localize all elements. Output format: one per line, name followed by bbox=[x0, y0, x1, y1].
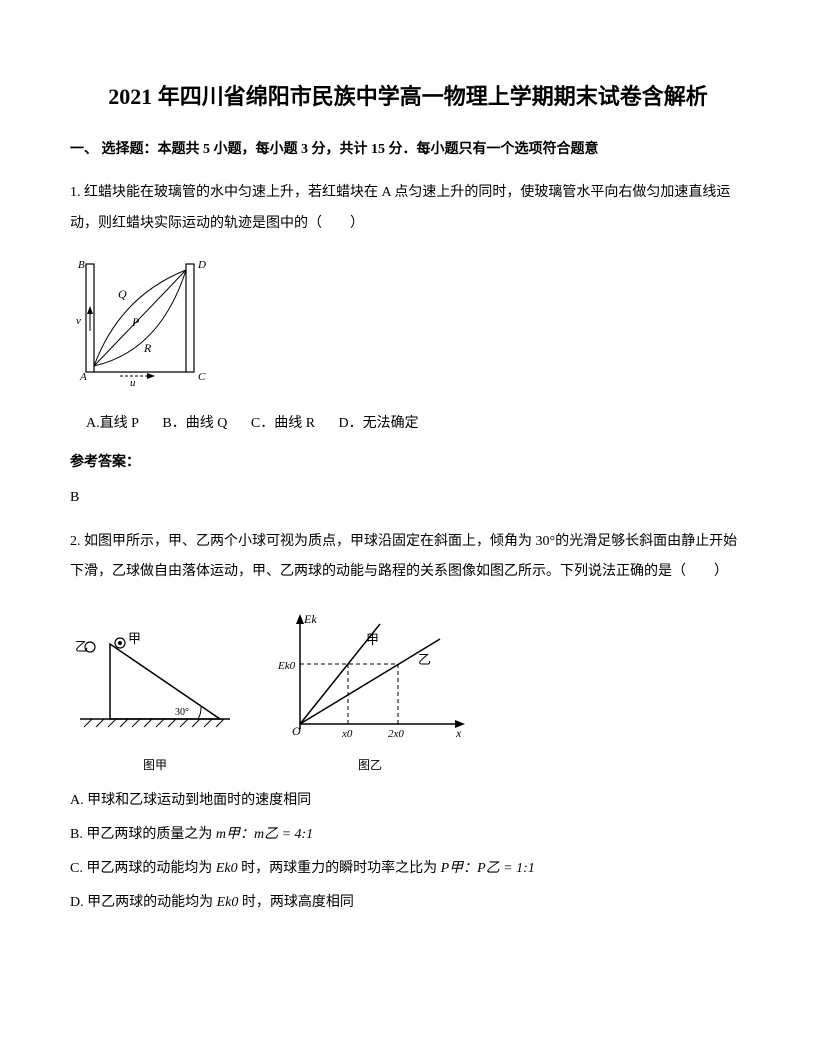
svg-text:Ek0: Ek0 bbox=[277, 660, 296, 672]
svg-text:C: C bbox=[198, 371, 206, 383]
q2-d-suffix: 时，两球高度相同 bbox=[242, 895, 354, 910]
svg-text:O: O bbox=[292, 724, 301, 738]
question-2-text: 2. 如图甲所示，甲、乙两个小球可视为质点，甲球沿固定在斜面上，倾角为 30°的… bbox=[70, 527, 746, 589]
figure-2b-container: Ek Ek0 x x0 2x0 O 甲 乙 图乙 bbox=[270, 604, 470, 777]
q2-option-b: B. 甲乙两球的质量之为 m甲：m乙 = 4:1 bbox=[70, 821, 746, 849]
q2-c-prefix: C. 甲乙两球的动能均为 bbox=[70, 861, 212, 876]
q1-option-c: C．曲线 R bbox=[251, 411, 315, 436]
svg-text:D: D bbox=[197, 259, 206, 271]
svg-text:A: A bbox=[79, 371, 87, 383]
q2-c-e: Ek0 bbox=[216, 861, 238, 876]
svg-text:2x0: 2x0 bbox=[388, 728, 404, 740]
trajectory-diagram-icon: B D Q P R A C v u bbox=[70, 256, 220, 386]
question-1-figure: B D Q P R A C v u bbox=[70, 256, 746, 395]
q1-option-a: A.直线 P bbox=[86, 411, 139, 436]
svg-text:x: x bbox=[455, 726, 462, 740]
svg-text:甲: 甲 bbox=[366, 632, 379, 647]
svg-text:30°: 30° bbox=[175, 707, 189, 718]
question-1-options: A.直线 P B．曲线 Q C．曲线 R D．无法确定 bbox=[86, 411, 746, 436]
svg-text:甲: 甲 bbox=[128, 631, 141, 646]
svg-text:Ek: Ek bbox=[303, 612, 317, 626]
q1-answer-value: B bbox=[70, 485, 746, 510]
svg-text:x0: x0 bbox=[341, 728, 353, 740]
svg-text:u: u bbox=[130, 377, 136, 386]
q2-option-c: C. 甲乙两球的动能均为 Ek0 时，两球重力的瞬时功率之比为 P甲：P乙 = … bbox=[70, 855, 746, 883]
question-2-figures: 30° 乙 甲 图甲 Ek Ek0 x x0 2x0 O 甲 乙 bbox=[70, 604, 746, 777]
svg-text:v: v bbox=[76, 315, 81, 327]
q1-option-d: D．无法确定 bbox=[339, 411, 419, 436]
figure-2a-label: 图甲 bbox=[70, 755, 240, 777]
q2-d-e: Ek0 bbox=[217, 895, 239, 910]
section-1-header: 一、 选择题：本题共 5 小题，每小题 3 分，共计 15 分．每小题只有一个选… bbox=[70, 137, 746, 162]
q1-answer-label: 参考答案： bbox=[70, 450, 746, 475]
svg-text:Q: Q bbox=[118, 287, 127, 301]
incline-diagram-icon: 30° 乙 甲 bbox=[70, 624, 240, 744]
q1-option-b: B．曲线 Q bbox=[162, 411, 227, 436]
q2-option-d: D. 甲乙两球的动能均为 Ek0 时，两球高度相同 bbox=[70, 889, 746, 917]
svg-text:B: B bbox=[78, 259, 85, 271]
figure-2b-label: 图乙 bbox=[270, 755, 470, 777]
q2-c-mid: 时，两球重力的瞬时功率之比为 bbox=[241, 861, 437, 876]
exam-title: 2021 年四川省绵阳市民族中学高一物理上学期期末试卷含解析 bbox=[70, 80, 746, 113]
ek-graph-icon: Ek Ek0 x x0 2x0 O 甲 乙 bbox=[270, 604, 470, 744]
svg-text:P: P bbox=[131, 315, 140, 329]
svg-text:乙: 乙 bbox=[75, 639, 88, 654]
svg-text:R: R bbox=[143, 341, 152, 355]
q2-c-formula: P甲：P乙 = 1:1 bbox=[441, 861, 535, 876]
q2-b-prefix: B. 甲乙两球的质量之为 bbox=[70, 827, 212, 842]
figure-2a-container: 30° 乙 甲 图甲 bbox=[70, 624, 240, 777]
question-1-text: 1. 红蜡块能在玻璃管的水中匀速上升，若红蜡块在 A 点匀速上升的同时，使玻璃管… bbox=[70, 178, 746, 240]
q2-option-a: A. 甲球和乙球运动到地面时的速度相同 bbox=[70, 787, 746, 815]
q2-b-formula: m甲：m乙 = 4:1 bbox=[216, 827, 313, 842]
q2-d-prefix: D. 甲乙两球的动能均为 bbox=[70, 895, 213, 910]
svg-text:乙: 乙 bbox=[418, 652, 431, 667]
